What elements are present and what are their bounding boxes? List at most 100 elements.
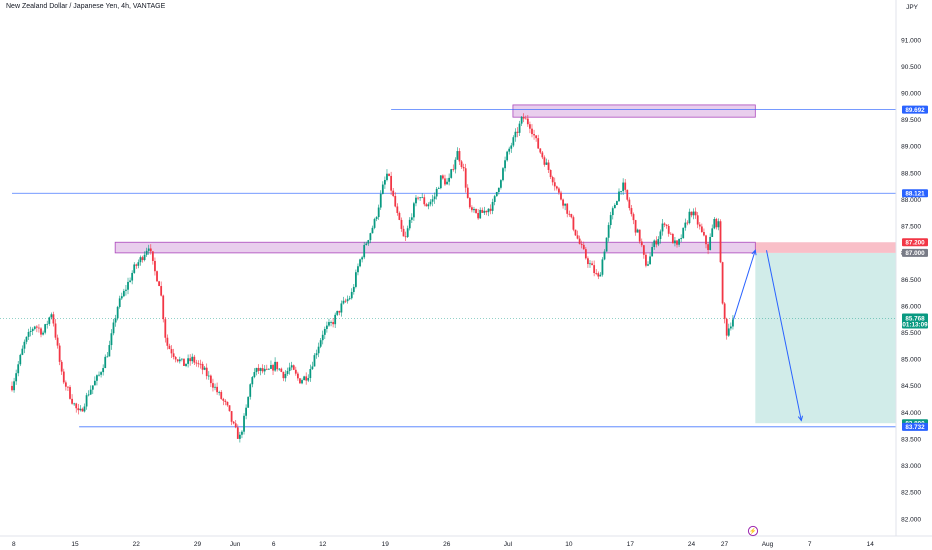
chart-title: New Zealand Dollar / Japanese Yen, 4h, V… [6, 3, 166, 10]
candle-body [539, 148, 542, 153]
stop-loss-zone [755, 242, 896, 253]
candle-body [377, 207, 380, 218]
tag-83732-label: 83.732 [905, 424, 925, 431]
candle-body [431, 199, 434, 202]
candle-body [137, 262, 140, 266]
candle-body [60, 361, 63, 372]
candle-body [261, 368, 264, 372]
candle-body [93, 380, 96, 386]
candle-body [100, 372, 102, 375]
y-tick-label: 88.500 [901, 170, 921, 177]
candle-body [286, 370, 289, 374]
candle-body [56, 337, 59, 346]
candle-body [553, 182, 556, 187]
candle-body [568, 213, 571, 215]
candle-body [423, 197, 426, 205]
candle-body [270, 365, 272, 369]
candle-body [408, 219, 411, 229]
x-tick-label: 12 [319, 541, 327, 548]
candle-body [402, 228, 405, 237]
candle-body [203, 367, 206, 370]
candle-body [460, 161, 463, 167]
currency-label[interactable]: JPY [906, 4, 918, 11]
candle-body [228, 405, 231, 412]
candle-body [388, 173, 390, 176]
candle-body [611, 208, 614, 216]
x-tick-label: 22 [133, 541, 141, 548]
candle-body [442, 175, 444, 179]
candle-body [160, 286, 163, 296]
candle-body [317, 346, 320, 354]
candle-body [477, 212, 480, 219]
y-tick-label: 89.500 [901, 117, 921, 124]
candle-body [214, 386, 216, 388]
arrow-up-to-entry [733, 250, 756, 320]
candle-body [307, 377, 310, 381]
candle-body [201, 363, 204, 370]
price-axis[interactable]: 82.000 82.500 83.000 83.500 84.000 84.500 85.0… [901, 37, 921, 523]
line-88121-tag [902, 189, 928, 198]
candle-body [578, 238, 581, 244]
candle-body [367, 240, 370, 244]
candle-body [634, 220, 637, 233]
candle-body [599, 274, 602, 277]
candle-body [145, 250, 148, 255]
candle-body [560, 192, 562, 200]
candle-body [464, 168, 467, 188]
candle-body [309, 369, 312, 378]
candle-body [67, 386, 69, 388]
candle-body [313, 355, 316, 367]
x-tick-label: 8 [12, 541, 16, 548]
candle-body [199, 363, 202, 365]
candle-body [334, 314, 337, 325]
candle-body [301, 380, 303, 384]
candle-body [296, 373, 299, 379]
events-icon[interactable]: ⚡ [747, 525, 759, 537]
candle-body [172, 353, 175, 357]
candle-body [526, 118, 529, 125]
candle-body [282, 371, 285, 379]
candle-body [133, 264, 136, 273]
candle-body [212, 383, 214, 388]
candle-body [570, 214, 573, 218]
candle-body [638, 229, 641, 242]
candle-body [319, 340, 322, 347]
candle-body [369, 233, 372, 241]
x-tick-label: 27 [721, 541, 729, 548]
candle-body [572, 217, 575, 230]
levels-layer [0, 109, 896, 428]
y-tick-label: 83.000 [901, 463, 921, 470]
candle-body [495, 191, 498, 197]
x-tick-label: 6 [272, 541, 276, 548]
candle-body [725, 318, 728, 336]
candle-body [448, 177, 451, 182]
candle-body [114, 318, 117, 323]
current-price-tag [902, 313, 928, 329]
candle-body [40, 328, 42, 335]
candle-body [522, 116, 525, 119]
candle-body [294, 369, 297, 374]
candle-body [531, 128, 533, 135]
candle-body [413, 203, 415, 218]
candle-body [485, 210, 488, 213]
candle-body [292, 365, 295, 370]
candle-body [601, 259, 604, 275]
candle-body [473, 208, 475, 211]
candle-body [149, 248, 152, 252]
candle-body [226, 401, 229, 406]
candle-body [247, 396, 250, 408]
zones-layer [114, 104, 896, 424]
candle-body [48, 317, 51, 324]
candle-body [497, 187, 500, 192]
candle-body [566, 203, 569, 214]
time-axis[interactable]: 8 15 22 29 Jun 6 12 19 26 Jul 10 17 24 27 Aug 7 14 [12, 541, 874, 548]
candle-body [352, 286, 355, 292]
candle-body [690, 211, 693, 216]
candle-body [669, 233, 672, 235]
y-tick-label: 87.500 [901, 224, 921, 231]
candle-body [605, 237, 608, 252]
candle-body [64, 382, 67, 387]
candle-body [11, 385, 13, 391]
target-profit-zone [755, 252, 896, 424]
